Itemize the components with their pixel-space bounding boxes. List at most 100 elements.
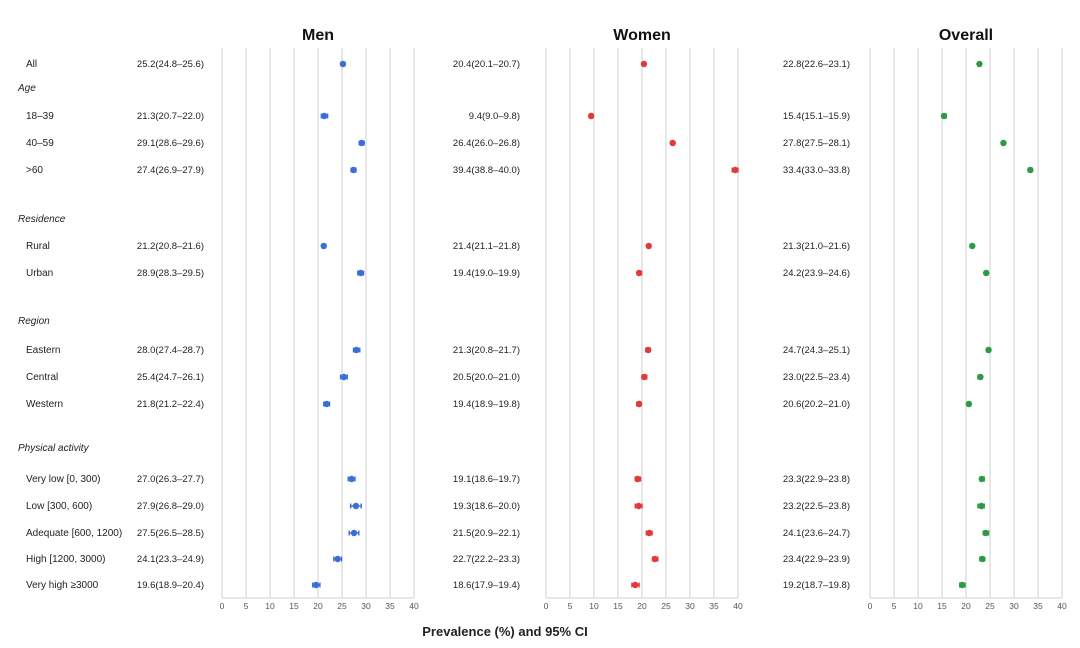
estimate-label: 19.4(18.9–19.8)	[453, 399, 520, 410]
x-tick-label: 30	[685, 601, 695, 611]
x-tick-label: 5	[244, 601, 249, 611]
estimate-point	[635, 502, 642, 510]
row-labels: All Age 18–39 40–59 >60 Residence Rural Urban Re…	[17, 27, 993, 591]
estimate-label: 33.4(33.0–33.8)	[783, 165, 850, 176]
estimate-label: 23.2(22.5–23.8)	[783, 501, 850, 512]
section-label: Age	[17, 83, 36, 94]
x-axis-label: Prevalence (%) and 95% CI	[422, 624, 587, 639]
x-tick-label: 5	[568, 601, 573, 611]
panel-title: Men	[302, 27, 334, 44]
section-label: Residence	[18, 214, 66, 225]
estimate-label: 24.1(23.3–24.9)	[137, 554, 204, 565]
estimate-point	[348, 475, 355, 483]
x-tick-label: 0	[544, 601, 549, 611]
estimate-point	[651, 555, 659, 563]
estimate-label: 19.6(18.9–20.4)	[137, 580, 204, 591]
data-marks	[312, 60, 1034, 589]
estimate-point	[350, 166, 357, 174]
estimate-point	[632, 581, 639, 589]
x-tick-label: 20	[637, 601, 647, 611]
estimate-label: 21.3(20.7–22.0)	[137, 111, 204, 122]
x-tick-label: 15	[937, 601, 947, 611]
estimate-point	[731, 166, 739, 174]
estimate-point	[323, 400, 330, 408]
x-tick-label: 30	[361, 601, 371, 611]
estimate-label: 27.5(26.5–28.5)	[137, 528, 204, 539]
estimate-label: 21.8(21.2–22.4)	[137, 399, 204, 410]
estimate-point	[978, 502, 985, 510]
estimate-label: 24.1(23.6–24.7)	[783, 528, 850, 539]
panel-title: Overall	[939, 27, 993, 44]
x-tick-label: 0	[868, 601, 873, 611]
estimate-label: 20.4(20.1–20.7)	[453, 59, 520, 70]
estimate-label: 24.7(24.3–25.1)	[783, 345, 850, 356]
estimate-point	[669, 139, 676, 147]
estimate-label: 19.2(18.7–19.8)	[783, 580, 850, 591]
x-tick-label: 5	[892, 601, 897, 611]
x-tick-label: 15	[289, 601, 299, 611]
row-label: >60	[26, 165, 43, 176]
estimate-label: 39.4(38.8–40.0)	[453, 165, 520, 176]
estimate-point	[646, 529, 653, 537]
grid-layer	[221, 48, 1063, 598]
x-tick-label: 35	[385, 601, 395, 611]
estimate-label: 27.4(26.9–27.9)	[137, 165, 204, 176]
row-label: Eastern	[26, 345, 60, 356]
estimate-label: 25.2(24.8–25.6)	[137, 59, 204, 70]
estimate-label: 22.8(22.6–23.1)	[783, 59, 850, 70]
estimate-point	[320, 242, 327, 250]
estimate-label: 19.1(18.6–19.7)	[453, 474, 520, 485]
estimate-label: 27.0(26.3–27.7)	[137, 474, 204, 485]
estimate-point	[985, 346, 992, 354]
row-label: Low [300, 600)	[26, 501, 92, 512]
estimate-point	[353, 346, 360, 354]
estimate-label: 28.0(27.4–28.7)	[137, 345, 204, 356]
estimate-point	[982, 529, 989, 537]
panel-title: Women	[613, 27, 670, 44]
x-tick-label: 35	[709, 601, 719, 611]
x-tick-label: 20	[313, 601, 323, 611]
row-label: Rural	[26, 241, 50, 252]
section-label: Region	[18, 316, 50, 327]
x-tick-label: 40	[733, 601, 743, 611]
estimate-point	[357, 269, 364, 277]
estimate-label: 23.4(22.9–23.9)	[783, 554, 850, 565]
x-tick-label: 40	[1057, 601, 1067, 611]
estimate-label: 26.4(26.0–26.8)	[453, 138, 520, 149]
estimate-label: 23.0(22.5–23.4)	[783, 372, 850, 383]
estimate-point	[641, 373, 648, 381]
row-label: Urban	[26, 268, 53, 279]
estimate-point	[1000, 139, 1007, 147]
estimate-point	[976, 60, 983, 68]
x-tick-label: 25	[337, 601, 347, 611]
estimate-point	[940, 112, 948, 120]
estimate-point	[978, 475, 986, 483]
estimate-point	[352, 502, 360, 510]
estimate-label: 20.5(20.0–21.0)	[453, 372, 520, 383]
x-axes: 0 5 10 15 20 25 30 35 40 0 5 10 15 20 25 30 35 40 0 5 10 15 20…	[220, 597, 1067, 611]
estimate-point	[634, 475, 641, 483]
estimate-point	[321, 112, 328, 120]
estimate-label: 21.5(20.9–22.1)	[453, 528, 520, 539]
estimate-point	[334, 555, 341, 563]
x-tick-label: 10	[913, 601, 923, 611]
estimate-point	[958, 581, 966, 589]
estimate-label: 21.3(21.0–21.6)	[783, 241, 850, 252]
row-label: 18–39	[26, 111, 54, 122]
estimate-point	[965, 400, 973, 408]
estimate-label: 25.4(24.7–26.1)	[137, 372, 204, 383]
estimate-point	[350, 529, 358, 537]
estimate-label: 21.2(20.8–21.6)	[137, 241, 204, 252]
estimate-label: 27.9(26.8–29.0)	[137, 501, 204, 512]
estimate-label: 21.4(21.1–21.8)	[453, 241, 520, 252]
estimate-label: 23.3(22.9–23.8)	[783, 474, 850, 485]
row-label: Very low [0, 300)	[26, 474, 100, 485]
estimate-point	[635, 269, 643, 277]
estimate-point	[587, 112, 595, 120]
estimate-point	[358, 139, 365, 147]
estimate-point	[645, 346, 652, 354]
estimate-label: 28.9(28.3–29.5)	[137, 268, 204, 279]
estimate-label: 19.4(19.0–19.9)	[453, 268, 520, 279]
x-tick-label: 10	[589, 601, 599, 611]
